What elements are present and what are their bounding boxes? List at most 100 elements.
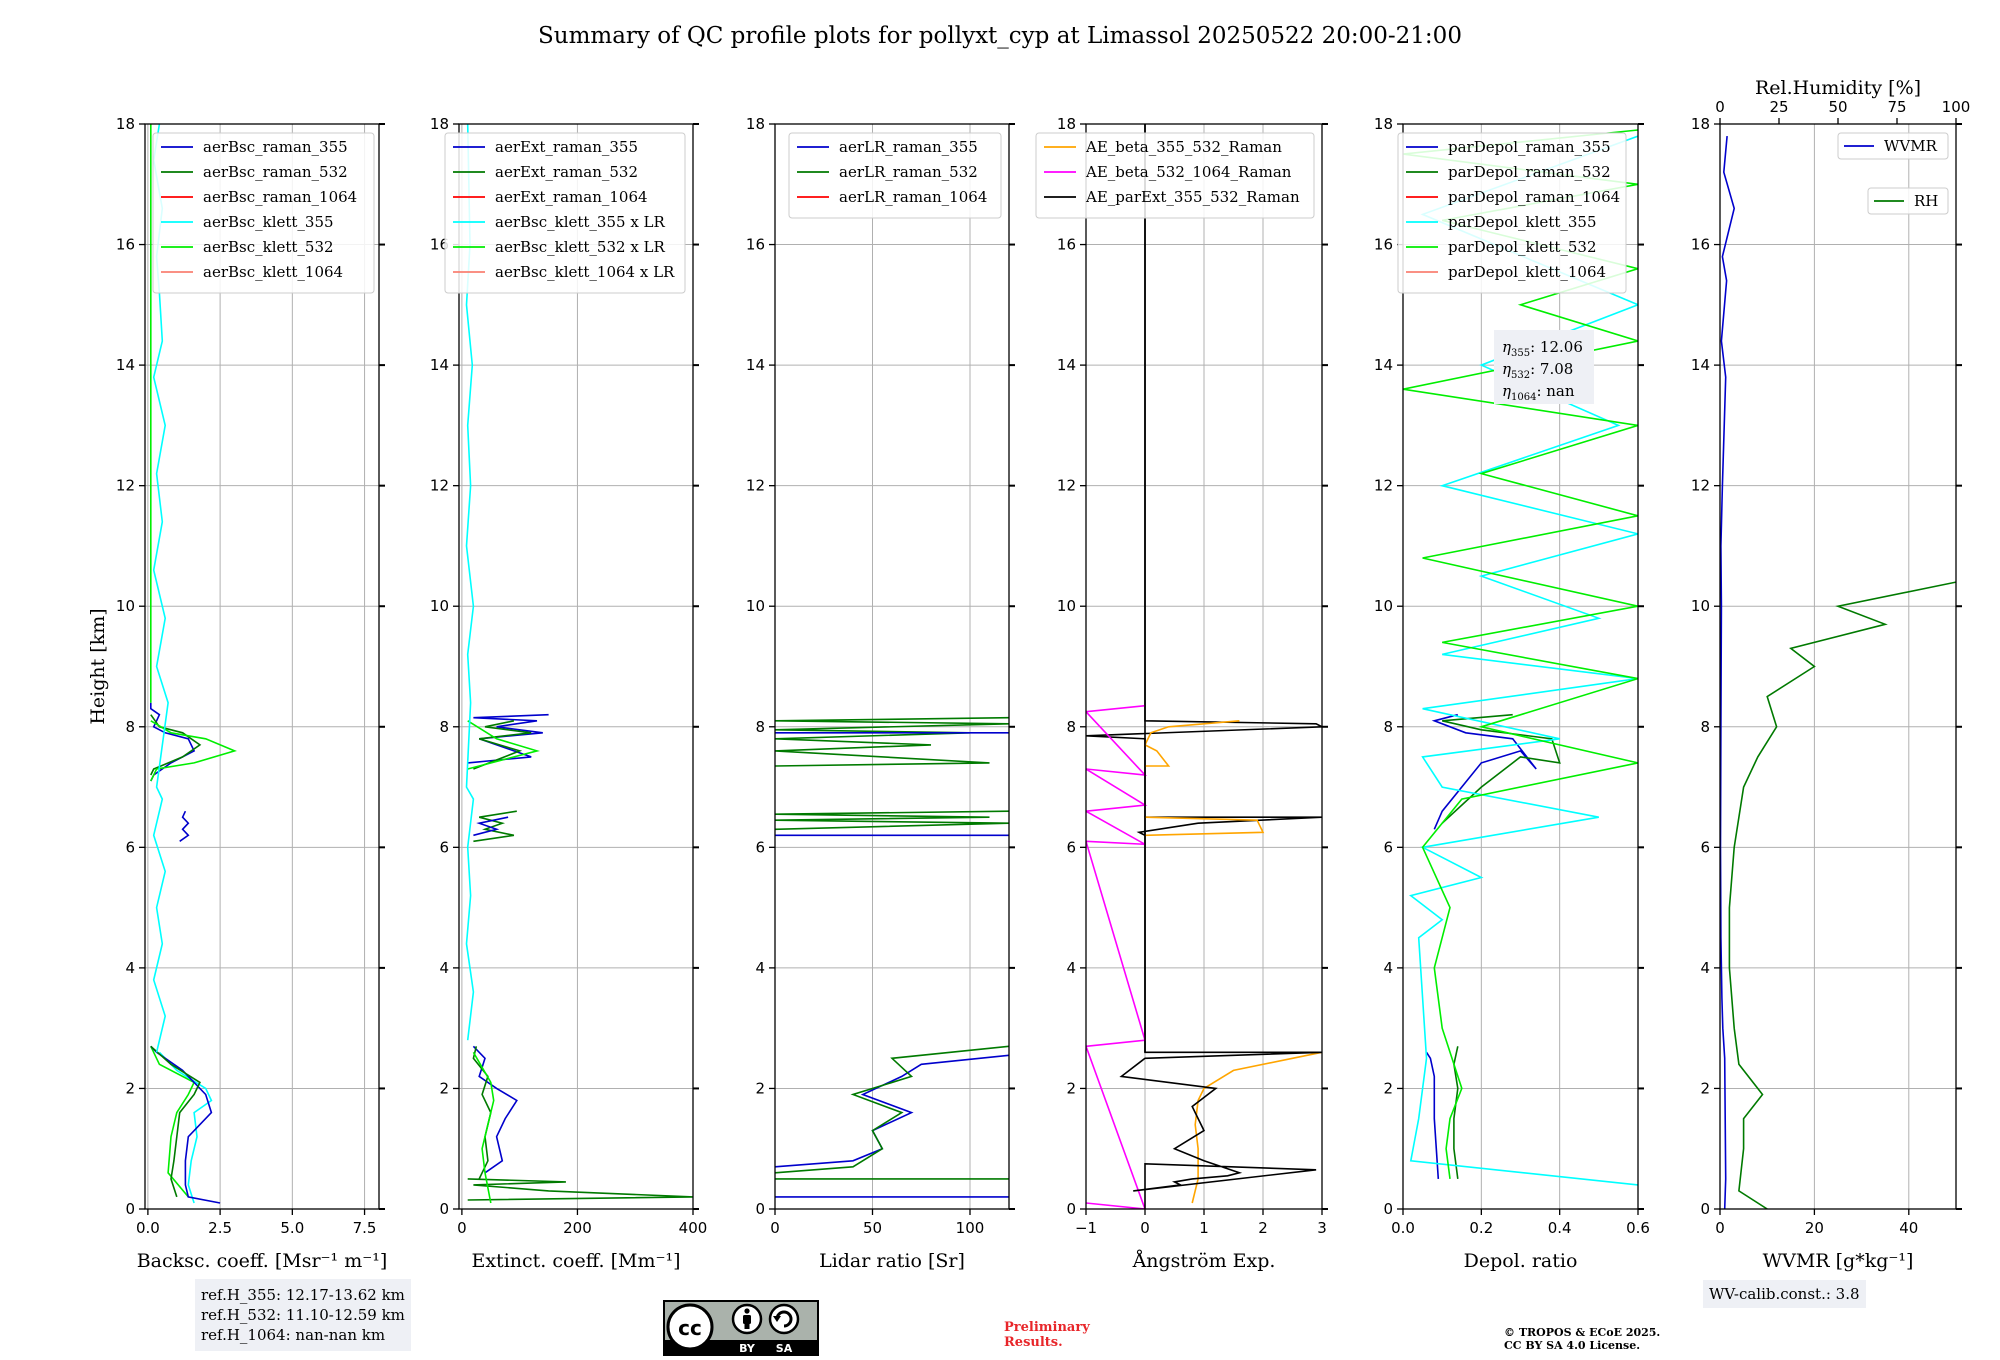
series-line-0 xyxy=(1425,1051,1440,1179)
series-line-1 xyxy=(1086,704,1148,1209)
copyright-note: © TROPOS & ECoE 2025. CC BY SA 4.0 Licen… xyxy=(1504,1326,1660,1352)
svg-text:cc: cc xyxy=(678,1316,702,1340)
series-line-1 xyxy=(150,1045,201,1198)
x-tick-label-1: 50 xyxy=(863,1219,882,1237)
series-line-4 xyxy=(472,1051,495,1204)
top-x-axis-label: Rel.Humidity [%] xyxy=(1755,77,1921,99)
series-line-1 xyxy=(775,1045,1009,1174)
series-ext_6km_layer xyxy=(473,810,517,843)
legend-box xyxy=(1035,132,1315,219)
legend-label-3: aerBsc_klett_355 xyxy=(203,213,334,231)
cc-sa-label: SA xyxy=(776,1342,793,1355)
y-tick-label-8: 16 xyxy=(746,236,765,254)
series-lines xyxy=(465,124,693,1204)
y-tick-label-6: 12 xyxy=(1374,477,1393,495)
x-tick-label-1: 2.5 xyxy=(208,1219,232,1237)
x-tick-label-2: 0.4 xyxy=(1548,1219,1572,1237)
legend-label-4: parDepol_klett_532 xyxy=(1448,238,1597,256)
series-line-3 xyxy=(1409,135,1638,1186)
legend-label-4: aerBsc_klett_532 x LR xyxy=(495,238,666,256)
y-tick-label-6: 12 xyxy=(746,477,765,495)
panel-backscatter: 0.0 2.5 5.0 7.5 0 2 4 6 8 10 12 14 16 18 Backsc. coeff… xyxy=(87,115,387,1272)
y-tick-label-4: 8 xyxy=(1066,718,1076,736)
y-tick-label-3: 6 xyxy=(1700,838,1710,856)
legend-label-1: AE_beta_532_1064_Raman xyxy=(1085,163,1292,181)
series-line-1 xyxy=(1728,581,1956,1209)
y-tick-label-9: 18 xyxy=(1374,115,1393,133)
x-tick-label-3: 7.5 xyxy=(353,1219,377,1237)
series-lines xyxy=(1086,124,1322,1209)
series-line-2 xyxy=(1119,124,1322,1209)
legend: aerExt_raman_355 aerExt_raman_532 aerExt_r… xyxy=(444,132,686,294)
y-tick-label-6: 12 xyxy=(1057,477,1076,495)
legend-label-0: aerExt_raman_355 xyxy=(495,138,638,156)
y-tick-label-5: 10 xyxy=(1374,597,1393,615)
x-axis-label: Extinct. coeff. [Mm⁻¹] xyxy=(471,1250,680,1272)
y-tick-label-5: 10 xyxy=(1691,597,1710,615)
legend-label-2: AE_parExt_355_532_Raman xyxy=(1085,188,1300,206)
y-tick-label-2: 4 xyxy=(1383,959,1393,977)
series-line-0 xyxy=(1720,136,1736,1209)
y-tick-label-9: 18 xyxy=(1691,115,1710,133)
legend-label-4: aerBsc_klett_532 xyxy=(203,238,334,256)
legend-label-2: aerBsc_raman_1064 xyxy=(203,188,357,206)
legend-label-3: aerBsc_klett_355 x LR xyxy=(495,213,666,231)
y-tick-label-2: 4 xyxy=(439,959,449,977)
y-axis-label: Height [km] xyxy=(87,608,109,724)
legend-box-0 xyxy=(1837,132,1949,160)
legend-label-2: aerExt_raman_1064 xyxy=(495,188,648,206)
legend-label-0: WVMR xyxy=(1884,137,1938,155)
y-tick-label-7: 14 xyxy=(1691,356,1710,374)
y-tick-label-5: 10 xyxy=(1057,597,1076,615)
x-tick-label-2: 400 xyxy=(679,1219,708,1237)
series-depol_532_layer xyxy=(1441,713,1561,824)
y-tick-label-1: 2 xyxy=(439,1079,449,1097)
y-tick-label-3: 6 xyxy=(755,838,765,856)
eta-box xyxy=(1494,330,1594,404)
y-tick-label-1: 2 xyxy=(1700,1079,1710,1097)
y-tick-label-4: 8 xyxy=(125,718,135,736)
eta-value-0: : 12.06 xyxy=(1530,338,1583,356)
x-axis-label: Lidar ratio [Sr] xyxy=(819,1250,965,1272)
legend-label-1: aerBsc_raman_532 xyxy=(203,163,348,181)
y-tick-label-3: 6 xyxy=(125,838,135,856)
plot-frame xyxy=(144,123,380,1210)
y-tick-label-2: 4 xyxy=(1700,959,1710,977)
reference-height-box: ref.H_355: 12.17-13.62 km ref.H_532: 11.… xyxy=(195,1279,411,1351)
x-tick-label-2: 5.0 xyxy=(280,1219,304,1237)
x-tick-label-1: 20 xyxy=(1805,1219,1824,1237)
cc-logo-icon: cc xyxy=(666,1303,714,1351)
y-tick-label-5: 10 xyxy=(746,597,765,615)
x-axis-label: Depol. ratio xyxy=(1464,1250,1578,1272)
legend-box xyxy=(1397,132,1627,294)
series-line-0 xyxy=(150,1045,221,1204)
ref-height-532: ref.H_532: 11.10-12.59 km xyxy=(201,1306,405,1324)
y-tick-label-9: 18 xyxy=(1057,115,1076,133)
x-tick-label-3: 0.6 xyxy=(1626,1219,1650,1237)
legend-label-1: aerExt_raman_532 xyxy=(495,163,638,181)
series-bsc_355_6km xyxy=(179,810,190,842)
y-tick-label-8: 16 xyxy=(1374,236,1393,254)
y-tick-label-6: 12 xyxy=(116,477,135,495)
x-tick-label-0: 0.0 xyxy=(136,1219,160,1237)
legend-label-0: aerLR_raman_355 xyxy=(839,138,978,156)
preliminary-line-2: Results. xyxy=(1004,1335,1063,1350)
series-bsc_klett_355_pbl xyxy=(158,1051,213,1204)
eta-line-2: η1064: nan xyxy=(1502,382,1575,403)
x-tick-label-4: 3 xyxy=(1317,1219,1327,1237)
preliminary-line-1: Preliminary xyxy=(1004,1320,1090,1335)
series-depol_355_layer xyxy=(1431,713,1537,830)
ref-height-355: ref.H_355: 12.17-13.62 km xyxy=(201,1286,405,1304)
plot-frame xyxy=(774,123,1010,1210)
copyright-line-2: CC BY SA 4.0 License. xyxy=(1504,1339,1641,1352)
top-x-tick-label-2: 50 xyxy=(1828,98,1847,116)
ref-height-1064: ref.H_1064: nan-nan km xyxy=(201,1326,386,1344)
y-tick-label-4: 8 xyxy=(1383,718,1393,736)
y-tick-label-3: 6 xyxy=(1066,838,1076,856)
y-tick-label-7: 14 xyxy=(430,356,449,374)
x-tick-label-0: 0 xyxy=(457,1219,467,1237)
series-line-0 xyxy=(472,1045,518,1174)
series-line-3 xyxy=(465,124,475,1041)
